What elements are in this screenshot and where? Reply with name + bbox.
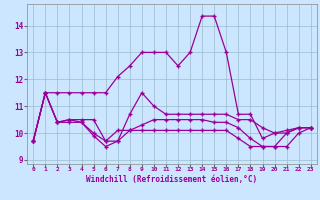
X-axis label: Windchill (Refroidissement éolien,°C): Windchill (Refroidissement éolien,°C) [86, 175, 258, 184]
